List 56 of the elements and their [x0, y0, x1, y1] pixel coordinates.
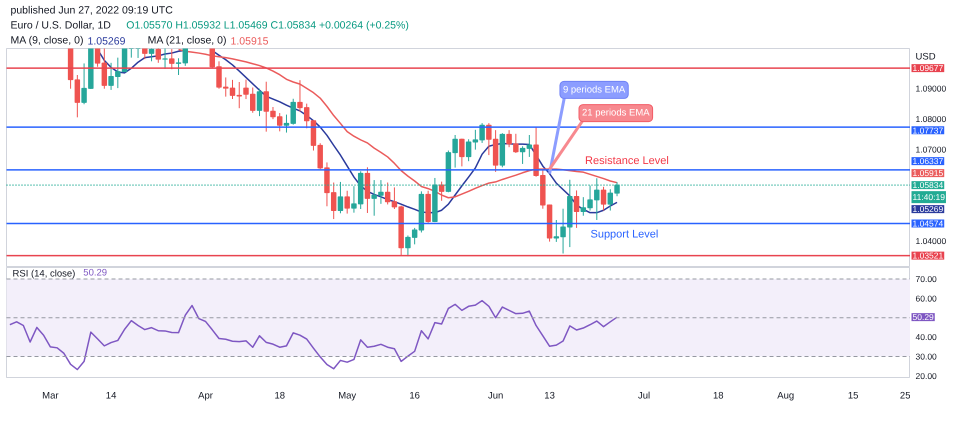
- ref-line-label: 1.06337: [912, 156, 944, 166]
- x-tick-label: Apr: [198, 390, 213, 402]
- candlestick: [256, 88, 262, 117]
- x-tick-label: May: [338, 390, 356, 402]
- y-tick-label: 30.00: [916, 352, 938, 362]
- candlestick: [600, 186, 606, 212]
- text: 1.05915: [912, 168, 944, 178]
- y-tick-label: 60.00: [916, 293, 938, 304]
- text: published Jun 27, 2022 09:19 UTC: [10, 4, 174, 16]
- chart-title: Euro / U.S. Dollar, 1D: [10, 20, 112, 32]
- line-series: [9, 300, 618, 370]
- annotation: 21 periods EMA: [582, 108, 650, 119]
- y-tick-label: 1.07000: [916, 144, 946, 155]
- ref-line-label: 1.07737: [912, 125, 944, 136]
- series-label: MA (9, close, 0): [10, 34, 84, 46]
- y-tick-label: 1.08000: [916, 114, 946, 124]
- ref-line-label: 1.03521: [912, 250, 944, 261]
- text: O1.05570 H1.05932 L1.05469 C1.05834 +0.00264 (+0.25%): [126, 20, 409, 32]
- annotation: 50.29: [83, 268, 108, 278]
- text: 1.05269: [912, 204, 944, 214]
- ref-line-label: 1.04574: [912, 218, 944, 229]
- x-tick-label: 25: [900, 390, 911, 402]
- candlestick: [344, 190, 350, 214]
- annotation: 9 periods EMA: [562, 84, 626, 96]
- x-tick-label: 14: [106, 390, 116, 402]
- x-tick-label: 15: [848, 390, 858, 402]
- text: 50.29: [912, 312, 934, 322]
- candlestick: [169, 48, 175, 70]
- x-tick-label: Mar: [42, 390, 59, 402]
- text: 1.05269: [87, 36, 126, 48]
- annotation: Support Level: [590, 228, 658, 241]
- text: RSI (14, close): [12, 268, 76, 280]
- x-tick-label: Jun: [488, 390, 504, 402]
- y-tick-label: 1.09000: [916, 84, 946, 94]
- candlestick: [574, 190, 580, 228]
- text: 11:40:19: [912, 192, 946, 202]
- candlestick: [459, 138, 465, 167]
- y-tick-label: 70.00: [916, 274, 938, 284]
- x-tick-label: 18: [712, 390, 724, 402]
- candlestick: [156, 48, 162, 64]
- x-tick-label: Aug: [777, 390, 794, 402]
- candlestick: [142, 48, 148, 60]
- y-tick-label: 1.04000: [916, 236, 946, 246]
- annotation: Resistance Level: [585, 154, 669, 167]
- ref-line-label: 1.05834: [912, 180, 944, 190]
- y-tick-label: 20.00: [916, 370, 938, 381]
- ref-line-label: 1.09677: [912, 63, 944, 74]
- x-tick-label: 13: [544, 390, 555, 402]
- candlestick: [148, 48, 154, 62]
- y-tick-label: 40.00: [916, 332, 938, 342]
- y-axis-title: USD: [916, 52, 936, 62]
- series-label: MA (21, close, 0): [148, 34, 226, 46]
- text: 1.05915: [230, 36, 269, 48]
- x-tick-label: Jul: [638, 390, 650, 402]
- x-tick-label: 18: [274, 390, 286, 402]
- x-tick-label: 16: [409, 390, 420, 402]
